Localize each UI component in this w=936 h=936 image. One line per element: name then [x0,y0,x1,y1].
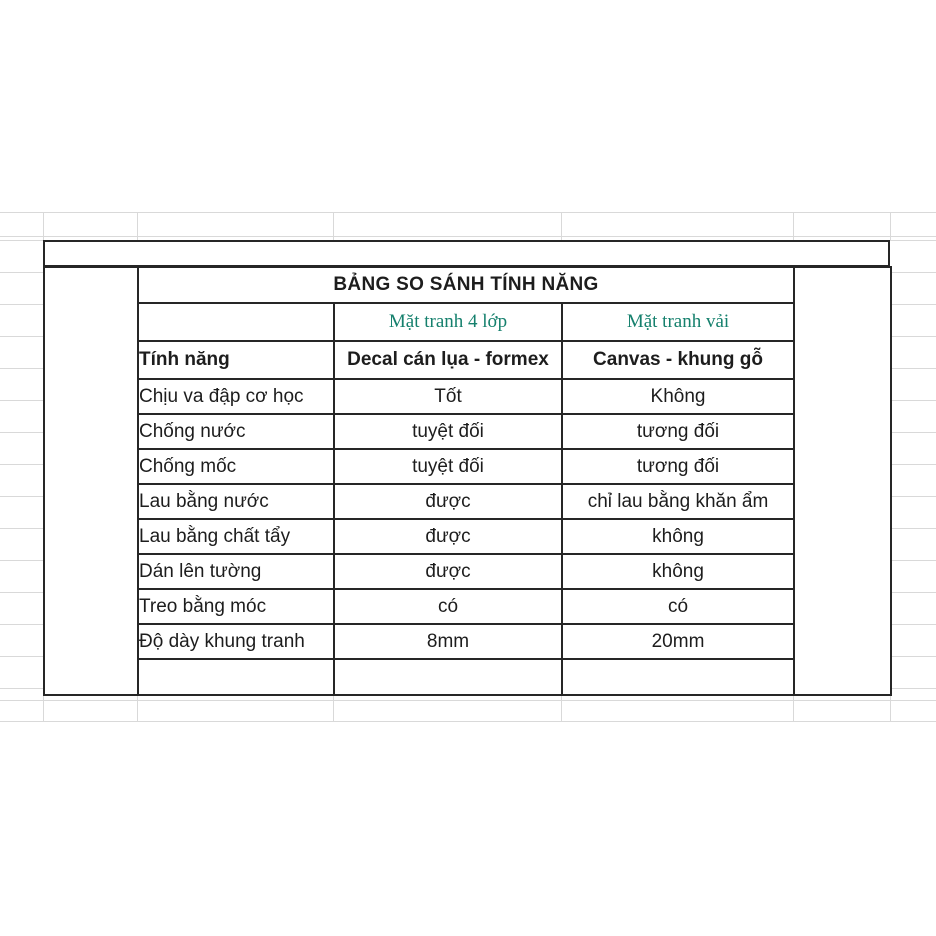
group-header-right-cell[interactable]: Mặt tranh vải [560,302,796,342]
value-cell[interactable]: 8mm [333,623,563,660]
title-row: BẢNG SO SÁNH TÍNH NĂNG [43,266,893,696]
comparison-table: BẢNG SO SÁNH TÍNH NĂNG Mặt tranh 4 lớp M… [43,266,893,696]
empty-bottom-row [44,658,891,696]
gridline [333,694,334,721]
table-row: Lau bằng nước được chỉ lau bằng khăn ẩm [44,483,891,520]
gridline [793,212,794,240]
gridline [561,212,562,240]
feature-cell[interactable]: Chống nước [137,413,335,450]
table-row: Chống mốc tuyệt đối tương đối [44,448,891,485]
feature-cell[interactable]: Lau bằng chất tẩy [137,518,335,555]
value-cell[interactable]: không [560,553,796,590]
value-cell[interactable]: Tốt [333,378,563,415]
value-cell[interactable]: tương đối [560,413,796,450]
empty-cell[interactable] [137,658,335,696]
column-header-canvas-cell[interactable]: Canvas - khung gỗ [560,340,796,380]
gridline [43,694,44,721]
empty-cell[interactable] [560,658,796,696]
value-cell[interactable]: có [333,588,563,625]
value-cell[interactable]: tuyệt đối [333,448,563,485]
feature-cell[interactable]: Chịu va đập cơ học [137,378,335,415]
gridline [137,694,138,721]
right-spacer-cell[interactable] [793,266,893,696]
table-row: Lau bằng chất tẩy được không [44,518,891,555]
table-row: Độ dày khung tranh 8mm 20mm [44,623,891,660]
table-row: Chống nước tuyệt đối tương đối [44,413,891,450]
table-row: Treo bằng móc có có [44,588,891,625]
gridline [890,694,891,721]
gridline [43,212,44,240]
value-cell[interactable]: Không [560,378,796,415]
value-cell[interactable]: được [333,553,563,590]
column-header-feature-cell[interactable]: Tính năng [137,340,335,380]
value-cell[interactable]: chỉ lau bằng khăn ẩm [560,483,796,520]
left-spacer-cell[interactable] [43,266,139,696]
column-header-decal-cell[interactable]: Decal cán lụa - formex [333,340,563,380]
group-header-row: Mặt tranh 4 lớp Mặt tranh vải [44,302,891,342]
value-cell[interactable]: tuyệt đối [333,413,563,450]
gridline [137,212,138,240]
feature-cell[interactable]: Lau bằng nước [137,483,335,520]
table-title-cell[interactable]: BẢNG SO SÁNH TÍNH NĂNG [136,266,796,304]
value-cell[interactable]: được [333,518,563,555]
value-cell[interactable]: tương đối [560,448,796,485]
feature-cell[interactable]: Chống mốc [137,448,335,485]
table-row: Chịu va đập cơ học Tốt Không [44,378,891,415]
empty-merged-row-cell[interactable] [43,240,890,267]
feature-cell[interactable]: Treo bằng móc [137,588,335,625]
gridline [561,694,562,721]
feature-cell[interactable]: Dán lên tường [137,553,335,590]
gridline [890,212,891,240]
gridline [333,212,334,240]
table-row: Dán lên tường được không [44,553,891,590]
column-header-row: Tính năng Decal cán lụa - formex Canvas … [44,340,891,380]
value-cell[interactable]: được [333,483,563,520]
group-header-empty-cell[interactable] [137,302,335,342]
empty-cell[interactable] [333,658,563,696]
gridline [0,212,936,213]
gridline [0,236,936,237]
value-cell[interactable]: có [560,588,796,625]
gridline [0,240,43,694]
value-cell[interactable]: 20mm [560,623,796,660]
gridline [0,721,936,722]
gridline [793,694,794,721]
value-cell[interactable]: không [560,518,796,555]
group-header-left-cell[interactable]: Mặt tranh 4 lớp [333,302,563,342]
feature-cell[interactable]: Độ dày khung tranh [137,623,335,660]
gridline [890,240,936,694]
gridline [0,700,936,701]
